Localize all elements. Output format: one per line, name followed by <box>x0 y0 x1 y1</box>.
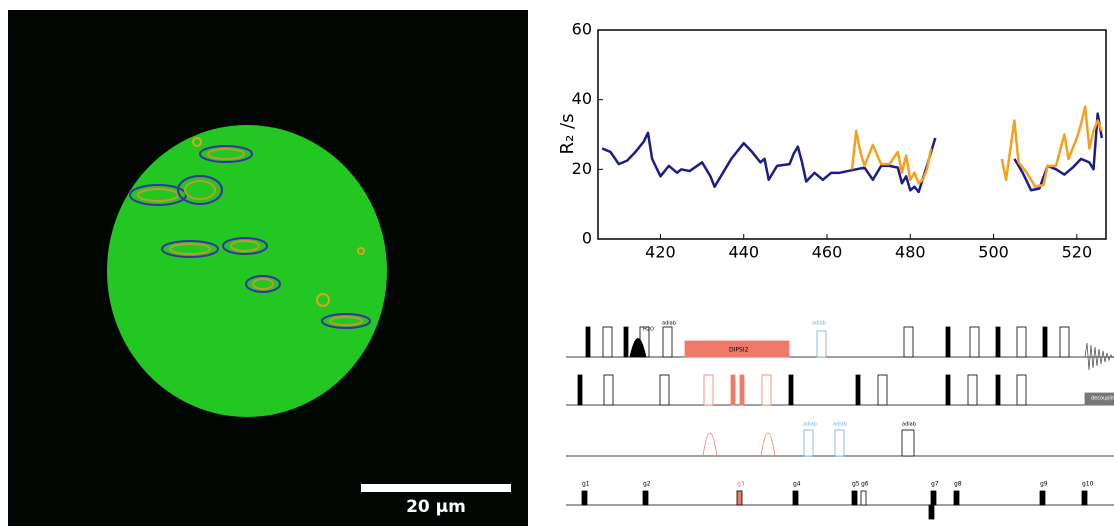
pulse <box>623 326 629 358</box>
pulse <box>953 490 960 506</box>
pulse <box>581 490 588 506</box>
pulse <box>928 504 935 520</box>
pulse <box>1084 392 1114 406</box>
pulse-label: adiab <box>833 422 847 428</box>
gradient-label: g3 <box>737 481 745 488</box>
y-tick-label: 0 <box>582 229 592 248</box>
pulse <box>851 490 858 506</box>
pulse <box>855 374 861 406</box>
pulse <box>739 374 745 406</box>
pulse <box>901 429 915 457</box>
gradient-label: g6 <box>861 481 869 488</box>
gradient-label: g4 <box>793 481 801 488</box>
droplet <box>107 125 387 417</box>
gradient-label: g5 <box>852 481 860 488</box>
contours <box>129 137 371 329</box>
gradient-label: g9 <box>1040 481 1048 488</box>
pulse <box>659 374 670 406</box>
pulse <box>1042 326 1048 358</box>
pulse-sequence: g1 g2 g3 g4 g5 g6 g7 g8 g9 g10 H2O adiab DIPSI2 adiab… <box>566 321 1114 520</box>
pulse <box>1016 374 1027 406</box>
pulse <box>995 326 1001 358</box>
pulse <box>1039 490 1046 506</box>
pulse-label: DIPSI2 <box>729 347 749 354</box>
pulse-label: adiab <box>902 422 916 428</box>
shaped-pulse <box>760 432 776 457</box>
pulse <box>730 374 736 406</box>
pulse <box>930 490 937 506</box>
pulse-label: decoupling <box>1091 396 1114 402</box>
gradient-label: g8 <box>954 481 962 488</box>
pulse <box>834 429 845 457</box>
pulse <box>903 326 914 358</box>
pulse <box>642 490 649 506</box>
y-axis-label: R₂ /s <box>557 114 578 155</box>
gradient-label: g2 <box>643 481 651 488</box>
pulse <box>1016 326 1027 358</box>
scale-bar-label: 20 µm <box>406 497 466 517</box>
pulse <box>703 374 714 406</box>
pulse <box>602 326 613 358</box>
x-tick-label: 460 <box>812 243 843 262</box>
shaped-pulse <box>702 432 718 457</box>
gradient-label: g7 <box>931 481 939 488</box>
pulse <box>792 490 799 506</box>
pulse <box>967 374 978 406</box>
pulse <box>969 326 980 358</box>
pulse <box>1081 490 1088 506</box>
pulse <box>816 330 827 358</box>
pulse <box>736 490 743 506</box>
y-tick-label: 60 <box>572 20 592 39</box>
series-line <box>601 112 1104 194</box>
pulse <box>577 374 583 406</box>
pulse-label: H2O <box>643 327 654 333</box>
pulse <box>945 326 951 358</box>
gradient-label: g10 <box>1082 481 1094 488</box>
scale-bar <box>361 484 511 492</box>
pulse <box>761 374 772 406</box>
pulse <box>684 340 790 358</box>
pulse <box>860 490 867 506</box>
pulse-label: adiab <box>662 321 676 327</box>
pulse-label: adiab <box>803 422 817 428</box>
pulse-label: adiab <box>812 321 826 327</box>
pulse <box>803 429 814 457</box>
pulse <box>788 374 794 406</box>
pulse <box>662 326 673 358</box>
x-tick-label: 480 <box>895 243 926 262</box>
plot-frame <box>597 29 1107 240</box>
x-tick-label: 520 <box>1062 243 1093 262</box>
series-line <box>850 105 1104 188</box>
pulse <box>603 374 614 406</box>
y-tick-label: 20 <box>572 159 592 178</box>
pulse <box>877 374 888 406</box>
gradient-label: g1 <box>582 481 590 488</box>
pulse <box>585 326 591 358</box>
pulse <box>995 374 1001 406</box>
x-tick-label: 500 <box>978 243 1009 262</box>
y-tick-label: 40 <box>572 89 592 108</box>
x-tick-label: 440 <box>728 243 759 262</box>
pulse <box>945 374 951 406</box>
shaped-pulse <box>629 338 647 358</box>
x-tick-label: 420 <box>645 243 676 262</box>
fid <box>1084 342 1114 371</box>
pulse <box>1059 326 1070 358</box>
